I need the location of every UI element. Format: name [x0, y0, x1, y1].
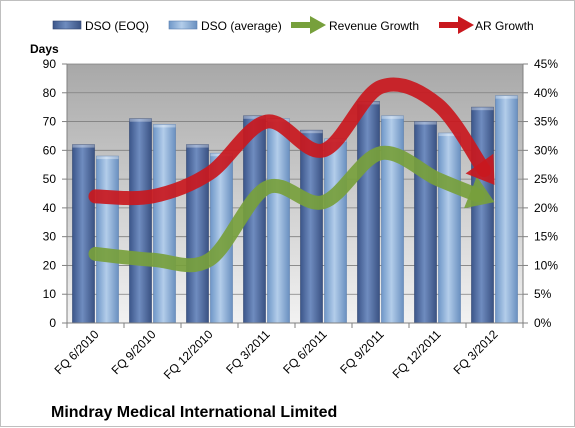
bar-dso-average	[324, 138, 347, 324]
legend-swatch-dso-eoq	[52, 20, 82, 30]
y-tick-label: 50	[43, 172, 57, 186]
legend-label-dso-average: DSO (average)	[201, 19, 282, 33]
bar-dso-average	[153, 124, 176, 324]
bar-top-dso-eoq	[414, 121, 437, 125]
arrowhead-ar-growth	[465, 153, 495, 185]
legend: DSO (EOQ) DSO (average) Revenue Growth A…	[52, 16, 534, 34]
y-tick-label: 0	[49, 316, 56, 330]
chart-title: Mindray Medical International Limited	[51, 404, 337, 421]
legend-swatch-dso-average	[168, 20, 198, 30]
y2-tick-label: 35%	[534, 115, 558, 129]
y-tick-label: 30	[43, 230, 57, 244]
x-tick-label: FQ 12/2010	[161, 327, 216, 382]
bar-top-dso-average	[153, 124, 176, 128]
y-axis-tick-labels: 0 10 20 30 40 50 60 70 80 90	[43, 57, 57, 330]
bar-top-dso-eoq	[243, 115, 266, 119]
y-tick-label: 40	[43, 201, 57, 215]
y2-tick-label: 15%	[534, 230, 558, 244]
bar-top-dso-eoq	[186, 144, 209, 148]
bar-top-dso-average	[381, 115, 404, 119]
y-tick-label: 10	[43, 287, 57, 301]
line-revenue-growth	[88, 145, 485, 273]
bar-dso-eoq	[357, 101, 380, 324]
y2-tick-label: 20%	[534, 201, 558, 215]
y2-tick-label: 45%	[534, 57, 558, 71]
x-tick-label: FQ 6/2010	[52, 327, 102, 377]
y2-tick-label: 10%	[534, 258, 558, 272]
legend-label-ar-growth: AR Growth	[475, 19, 534, 33]
bar-dso-average	[438, 132, 461, 324]
x-tick-label: FQ 6/2011	[280, 327, 330, 377]
bar-dso-average	[96, 155, 119, 324]
x-tick-label: FQ 9/2011	[337, 327, 387, 377]
x-tick-label: FQ 3/2012	[451, 327, 501, 377]
y-tick-label: 90	[43, 57, 57, 71]
bar-top-dso-average	[438, 133, 461, 137]
bar-top-dso-eoq	[300, 130, 323, 134]
axes	[62, 63, 528, 328]
x-tick-label: FQ 9/2010	[109, 327, 159, 377]
legend-label-revenue-growth: Revenue Growth	[329, 19, 419, 33]
bar-dso-average	[495, 95, 518, 324]
legend-label-dso-eoq: DSO (EOQ)	[85, 19, 149, 33]
bar-dso-eoq	[72, 144, 95, 324]
bar-top-dso-average	[96, 156, 119, 160]
y-tick-label: 60	[43, 143, 57, 157]
growth-lines	[88, 77, 495, 273]
bar-top-dso-average	[495, 95, 518, 99]
y2-tick-label: 25%	[534, 172, 558, 186]
y2-tick-label: 0%	[534, 316, 552, 330]
y2-tick-label: 30%	[534, 143, 558, 157]
legend-arrow-ar-growth	[439, 16, 474, 34]
bar-top-dso-eoq	[129, 118, 152, 122]
arrowhead-revenue-growth	[464, 176, 495, 209]
bar-top-dso-eoq	[72, 144, 95, 148]
bar-dso-average	[267, 118, 290, 324]
bar-dso-eoq	[300, 129, 323, 324]
bar-dso-eoq	[414, 121, 437, 324]
bar-dso-eoq	[129, 118, 152, 324]
y-axis-title: Days	[30, 42, 59, 56]
y-tick-label: 20	[43, 258, 57, 272]
line-ar-growth	[88, 77, 492, 206]
x-tick-label: FQ 3/2011	[223, 327, 273, 377]
legend-arrow-revenue-growth	[291, 16, 326, 34]
y2-tick-label: 40%	[534, 86, 558, 100]
y2-axis-tick-labels: 0% 5% 10% 15% 20% 25% 30% 35% 40% 45%	[534, 57, 558, 330]
y-tick-label: 70	[43, 115, 57, 129]
y-tick-label: 80	[43, 86, 57, 100]
x-axis-tick-labels: FQ 6/2010 FQ 9/2010 FQ 12/2010 FQ 3/2011 FQ …	[52, 327, 501, 382]
y2-tick-label: 5%	[534, 287, 552, 301]
x-tick-label: FQ 12/2011	[390, 327, 444, 381]
bar-dso-eoq	[471, 106, 494, 324]
bar-top-dso-eoq	[471, 107, 494, 111]
